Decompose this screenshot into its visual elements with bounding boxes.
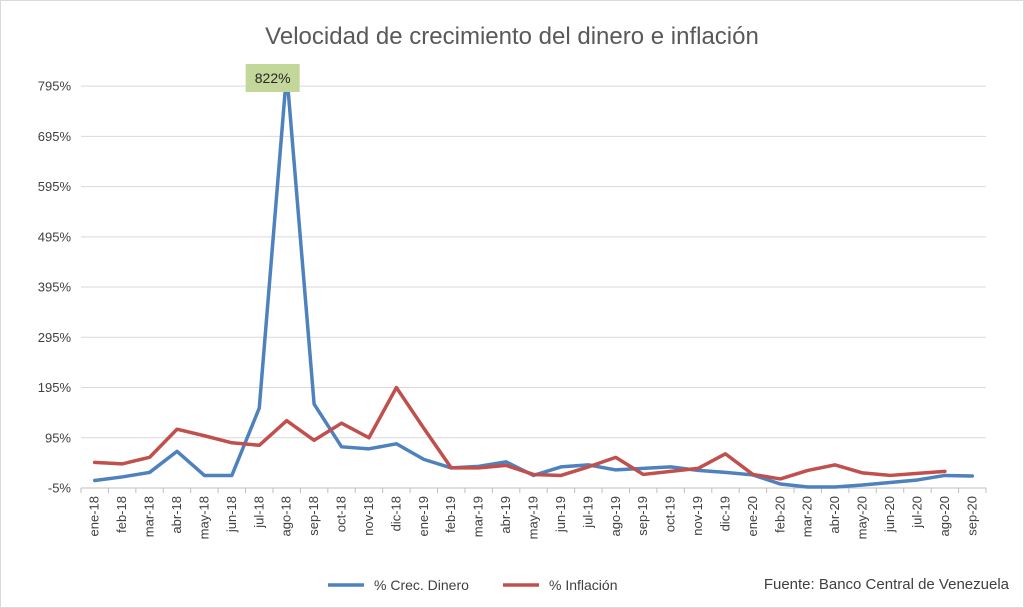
series-line-dinero xyxy=(92,70,975,489)
y-tick-label: 795% xyxy=(38,79,72,94)
x-tick-label: abr-20 xyxy=(827,496,842,534)
y-tick-label: 395% xyxy=(38,280,72,295)
x-tick-label: sep-18 xyxy=(306,496,321,536)
x-tick-label: mar-19 xyxy=(471,496,486,537)
x-tick-label: abr-18 xyxy=(169,496,184,534)
legend-label: % Crec. Dinero xyxy=(374,577,469,593)
x-tick-label: mar-20 xyxy=(800,496,815,537)
x-tick-label: ago-20 xyxy=(937,496,952,536)
x-tick-label: ene-18 xyxy=(87,496,102,536)
y-tick-label: 495% xyxy=(38,229,72,244)
x-tick-label: dic-18 xyxy=(388,496,403,531)
x-tick-label: may-19 xyxy=(526,496,541,539)
series-line-inflacion xyxy=(92,385,947,481)
x-tick-label: jul-20 xyxy=(909,496,924,529)
y-tick-label: -5% xyxy=(48,481,72,496)
x-tick-label: mar-18 xyxy=(142,496,157,537)
x-tick-label: ago-18 xyxy=(279,496,294,536)
y-axis-tick-labels: -5% 95% 195% 295% 395% 495% 595% 695% 795% xyxy=(38,79,72,496)
x-tick-label: may-20 xyxy=(855,496,870,539)
x-tick-label: abr-19 xyxy=(498,496,513,534)
x-tick-label: oct-18 xyxy=(334,496,349,532)
x-tick-label: jul-19 xyxy=(580,496,595,529)
x-tick-label: feb-19 xyxy=(443,496,458,533)
series-lines xyxy=(92,70,975,489)
x-tick-label: jun-20 xyxy=(882,496,897,533)
legend-label: % Inflación xyxy=(549,577,617,593)
axes xyxy=(80,487,987,493)
x-tick-label: feb-18 xyxy=(114,496,129,533)
y-tick-label: 195% xyxy=(38,380,72,395)
x-tick-label: jun-19 xyxy=(553,496,568,533)
x-tick-label: sep-20 xyxy=(964,496,979,536)
x-tick-label: may-18 xyxy=(196,496,211,539)
y-tick-label: 595% xyxy=(38,179,72,194)
x-tick-label: feb-20 xyxy=(772,496,787,533)
x-tick-label: oct-19 xyxy=(663,496,678,532)
legend: % Crec. Dinero % Inflación xyxy=(328,577,617,593)
x-tick-label: ago-19 xyxy=(608,496,623,536)
x-tick-label: ene-19 xyxy=(416,496,431,536)
x-tick-label: nov-19 xyxy=(690,496,705,536)
annotation-box xyxy=(245,64,300,92)
x-tick-label: jul-18 xyxy=(251,496,266,529)
x-tick-label: jun-18 xyxy=(224,496,239,533)
x-axis-tick-labels: ene-18 feb-18 mar-18 abr-18 may-18 jun-18 jul-… xyxy=(87,496,980,539)
x-tick-label: ene-20 xyxy=(745,496,760,536)
x-tick-label: sep-19 xyxy=(635,496,650,536)
annotation-label: 822% xyxy=(255,70,291,86)
y-tick-label: 95% xyxy=(45,430,71,445)
gridlines xyxy=(81,85,986,439)
y-tick-label: 695% xyxy=(38,129,72,144)
y-tick-label: 295% xyxy=(38,330,72,345)
peak-annotation: 822% xyxy=(245,64,300,92)
chart-title: Velocidad de crecimiento del dinero e in… xyxy=(265,23,759,50)
source-note: Fuente: Banco Central de Venezuela xyxy=(764,576,1010,593)
x-tick-label: dic-19 xyxy=(717,496,732,531)
x-tick-label: nov-18 xyxy=(361,496,376,536)
